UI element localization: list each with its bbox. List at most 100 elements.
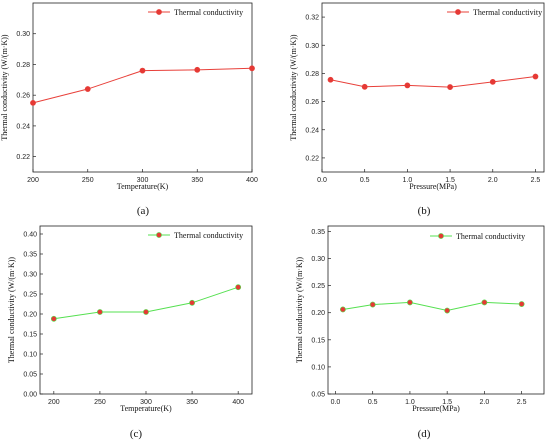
x-tick-label: 1.5 <box>445 177 455 184</box>
y-axis-label: Thermal conductivity (W/(m·K)) <box>7 257 16 364</box>
y-tick-label: 0.10 <box>23 352 37 359</box>
x-tick-label: 1.0 <box>405 399 415 406</box>
y-tick-label: 0.25 <box>311 283 325 290</box>
data-point <box>361 83 368 90</box>
data-point <box>339 306 346 313</box>
legend-label: Thermal conductivity <box>174 8 243 17</box>
y-tick-label: 0.22 <box>305 155 319 162</box>
data-point <box>532 73 539 80</box>
legend: Thermal conductivity <box>447 8 542 17</box>
x-tick-label: 2.5 <box>531 177 541 184</box>
legend-label: Thermal conductivity <box>456 232 525 241</box>
y-tick-label: 0.30 <box>311 256 325 263</box>
y-tick-label: 0.30 <box>23 272 37 279</box>
chart-panel-4: 0.0 0.5 1.0 1.5 2.0 2.5 0.05 0.10 0.15 0.20 0.25 0.… <box>295 225 545 440</box>
y-axis-label: Thermal conductivity (W/(m·K)) <box>0 34 9 141</box>
x-axis-label: Temperature(K) <box>117 182 169 191</box>
x-tick-label: 300 <box>137 177 149 184</box>
y-tick-label: 0.26 <box>305 99 319 106</box>
x-tick-label: 350 <box>186 399 198 406</box>
plot-frame <box>327 225 545 395</box>
y-tick-label: 0.22 <box>16 154 30 161</box>
y-tick-label: 0.25 <box>23 292 37 299</box>
panel-caption: (d) <box>418 428 431 440</box>
y-tick-label: 0.30 <box>16 31 30 38</box>
data-point <box>249 65 255 72</box>
y-axis-label: Thermal conductivity (W/(m·K)) <box>289 34 298 141</box>
panel-caption: (a) <box>137 205 150 217</box>
x-axis-label: Pressure(MPa) <box>412 404 460 413</box>
data-point <box>407 299 413 306</box>
y-tick-label: 0.28 <box>305 71 319 78</box>
data-point <box>235 284 242 291</box>
data-point <box>369 301 376 308</box>
data-point <box>97 309 103 315</box>
x-tick-label: 200 <box>27 177 39 184</box>
data-point <box>50 315 57 322</box>
y-tick-label: 0.35 <box>23 252 37 259</box>
data-point <box>327 76 334 83</box>
series-line <box>330 76 536 88</box>
x-tick-label: 0.0 <box>331 399 341 406</box>
x-tick-label: 0.0 <box>317 177 327 184</box>
x-tick-label: 2.5 <box>517 399 527 406</box>
legend: Thermal conductivity <box>148 231 243 240</box>
y-tick-label: 0.15 <box>311 337 325 344</box>
y-axis-label: Thermal conductivity (W/(m·K)) <box>295 257 304 364</box>
legend-label: Thermal conductivity <box>473 8 542 17</box>
data-point <box>481 299 488 306</box>
y-tick-label: 0.24 <box>305 127 319 134</box>
y-tick-label: 0.28 <box>16 62 30 69</box>
y-tick-label: 0.00 <box>23 392 37 399</box>
x-tick-label: 2.0 <box>488 177 498 184</box>
x-tick-label: 200 <box>48 399 60 406</box>
y-tick-label: 0.05 <box>311 392 325 399</box>
chart-panel-3: 200 250 300 350 400 0.00 0.05 0.10 0.15 0.20 0.25 0… <box>7 225 253 440</box>
legend-marker <box>455 9 461 15</box>
chart-panel-2: 0.0 0.5 1.0 1.5 2.0 2.5 0.22 0.24 0.26 0.28 0.30 0.… <box>289 2 545 217</box>
plot-frame <box>32 2 253 173</box>
data-point <box>84 86 91 92</box>
chart-panel-1: 200 250 300 350 400 0.22 0.24 0.26 0.28 0.30 Tempe… <box>0 2 258 217</box>
x-tick-label: 400 <box>232 399 244 406</box>
x-tick-label: 1.5 <box>442 399 452 406</box>
y-tick-label: 0.40 <box>23 232 37 239</box>
data-point <box>518 301 525 307</box>
series-line <box>342 301 522 312</box>
data-point <box>139 67 146 74</box>
y-tick-label: 0.30 <box>305 43 319 50</box>
y-tick-label: 0.26 <box>16 93 30 100</box>
data-point <box>404 82 411 89</box>
x-tick-label: 0.5 <box>360 177 370 184</box>
panel-caption: (c) <box>130 428 143 440</box>
legend-marker <box>156 232 162 238</box>
y-tick-label: 0.10 <box>311 364 325 371</box>
y-tick-label: 0.32 <box>305 15 319 22</box>
y-tick-label: 0.20 <box>23 312 37 319</box>
data-point <box>143 309 149 315</box>
legend: Thermal conductivity <box>430 232 525 241</box>
x-axis-label: Temperature(K) <box>120 404 172 413</box>
panel-caption: (b) <box>418 205 431 217</box>
x-axis-label: Pressure(MPa) <box>409 182 457 191</box>
x-tick-label: 250 <box>82 177 94 184</box>
data-point <box>194 66 201 73</box>
x-tick-label: 2.0 <box>480 399 490 406</box>
y-tick-label: 0.15 <box>23 332 37 339</box>
legend-marker <box>438 233 444 239</box>
y-tick-label: 0.20 <box>311 310 325 317</box>
data-point <box>444 307 451 314</box>
legend: Thermal conductivity <box>148 8 243 17</box>
legend-label: Thermal conductivity <box>174 231 243 240</box>
data-point <box>489 78 496 85</box>
plot-frame <box>321 2 545 173</box>
y-tick-label: 0.35 <box>311 229 325 236</box>
x-tick-label: 0.5 <box>368 399 378 406</box>
legend-marker <box>156 9 162 15</box>
y-tick-label: 0.05 <box>23 372 37 379</box>
x-tick-label: 400 <box>246 177 258 184</box>
x-tick-label: 250 <box>94 399 106 406</box>
data-point <box>447 84 453 90</box>
x-tick-label: 300 <box>140 399 152 406</box>
